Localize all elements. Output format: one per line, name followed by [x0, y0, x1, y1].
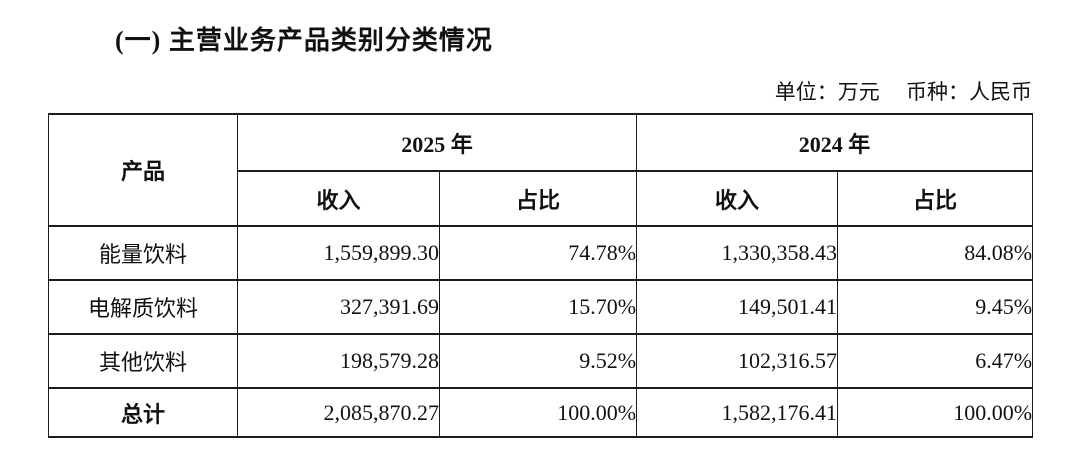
total-income-2024-cell: 1,582,176.41 [636, 387, 839, 438]
share-2025-cell: 15.70% [438, 279, 638, 335]
table-header-sub-row: 收入 占比 收入 占比 [49, 170, 1034, 227]
unit-currency-note: 单位：万元 币种：人民币 [774, 80, 1032, 104]
share-2025-cell: 74.78% [438, 225, 638, 281]
product-cell: 电解质饮料 [48, 279, 238, 335]
total-label-cell: 总计 [48, 387, 238, 438]
col-header-share-2024: 占比 [837, 170, 1034, 227]
income-2025-cell: 198,579.28 [237, 333, 440, 389]
table-row: 其他饮料 198,579.28 9.52% 102,316.57 6.47% [48, 333, 1034, 389]
product-category-table: 产品 2025 年 2024 年 收入 占比 收入 占比 能量饮料 1,559,… [48, 113, 1034, 438]
share-2025-cell: 9.52% [438, 333, 638, 389]
col-header-year-2025: 2025 年 [236, 113, 638, 172]
income-2025-cell: 327,391.69 [237, 279, 440, 335]
col-header-year-2024: 2024 年 [636, 113, 1034, 172]
income-2025-cell: 1,559,899.30 [237, 225, 440, 281]
table-header-year-row: 产品 2025 年 2024 年 [48, 113, 1034, 227]
col-header-income-2025: 收入 [237, 170, 440, 227]
total-income-2025-cell: 2,085,870.27 [237, 387, 440, 438]
income-2024-cell: 1,330,358.43 [636, 225, 839, 281]
share-2024-cell: 9.45% [837, 279, 1034, 335]
total-share-2025-cell: 100.00% [438, 387, 638, 438]
table-total-row: 总计 2,085,870.27 100.00% 1,582,176.41 100… [48, 387, 1034, 438]
product-cell: 能量饮料 [48, 225, 238, 281]
total-share-2024-cell: 100.00% [837, 387, 1034, 438]
col-header-share-2025: 占比 [438, 170, 638, 227]
table-row: 能量饮料 1,559,899.30 74.78% 1,330,358.43 84… [48, 225, 1034, 281]
income-2024-cell: 149,501.41 [636, 279, 839, 335]
section-title: (一) 主营业务产品类别分类情况 [115, 26, 493, 55]
col-header-income-2024: 收入 [636, 170, 839, 227]
share-2024-cell: 84.08% [837, 225, 1034, 281]
table-row: 电解质饮料 327,391.69 15.70% 149,501.41 9.45% [48, 279, 1034, 335]
col-header-product: 产品 [48, 113, 238, 227]
share-2024-cell: 6.47% [837, 333, 1034, 389]
income-2024-cell: 102,316.57 [636, 333, 839, 389]
product-cell: 其他饮料 [48, 333, 238, 389]
